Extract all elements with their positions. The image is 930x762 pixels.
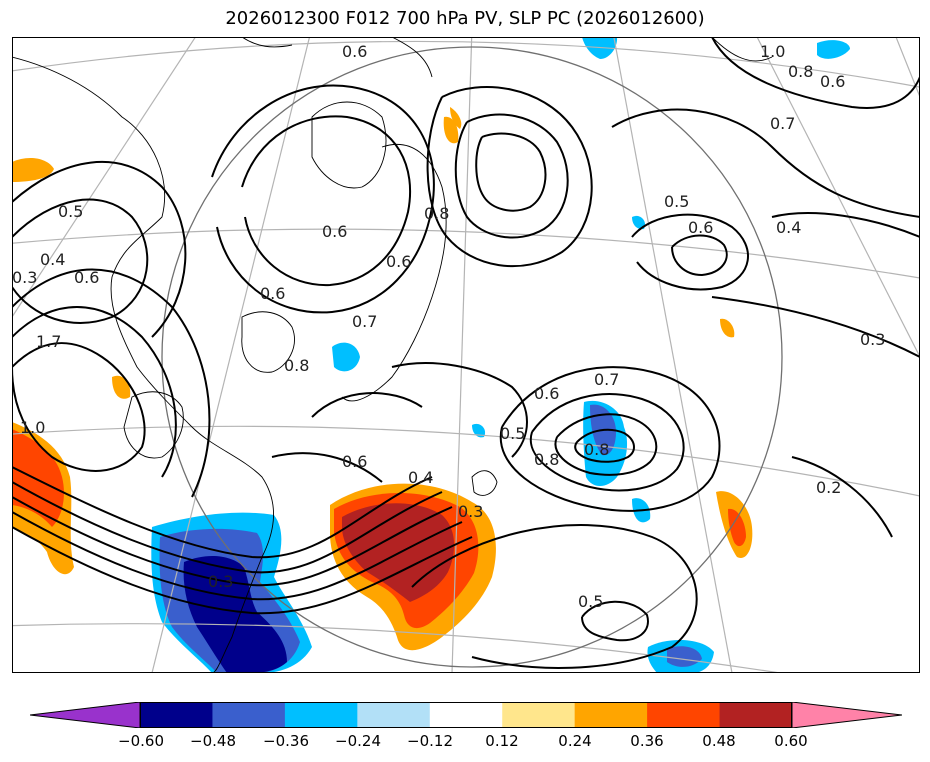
colorbar-cell xyxy=(719,702,793,728)
contour-label: 0.3 xyxy=(208,572,233,591)
contour-label: 0.6 xyxy=(74,268,99,287)
contour-label: 0.6 xyxy=(386,252,411,271)
contour-label: 0.4 xyxy=(408,468,433,487)
negative-anomaly-small xyxy=(472,423,486,438)
colorbar-graphic xyxy=(29,701,903,729)
map-panel: 0.6 1.0 0.8 0.6 0.7 0.5 0.6 0.4 0.3 0.2 … xyxy=(12,37,920,673)
contour-label: 0.4 xyxy=(40,250,65,269)
colorbar-tick: 0.48 xyxy=(702,732,736,750)
colorbar-tick: 0.12 xyxy=(485,732,519,750)
positive-anomaly-small xyxy=(720,318,735,338)
colorbar-cell xyxy=(429,702,503,728)
colorbar-tick: −0.12 xyxy=(407,732,453,750)
contour-label: 0.6 xyxy=(820,72,845,91)
contour-label: 0.6 xyxy=(260,284,285,303)
colorbar-ticks: −0.60 −0.48 −0.36 −0.24 −0.12 0.12 0.24 … xyxy=(0,732,930,756)
negative-anomaly-small xyxy=(332,342,360,372)
slp-contours xyxy=(12,37,920,669)
contour-label: 0.3 xyxy=(860,330,885,349)
contour-label: 0.5 xyxy=(664,192,689,211)
colorbar-tick: −0.36 xyxy=(263,732,309,750)
colorbar-extend-low xyxy=(29,701,141,729)
positive-anomaly-small-core xyxy=(728,508,746,547)
contour-label: 0.8 xyxy=(534,450,559,469)
colorbar-tick: −0.48 xyxy=(190,732,236,750)
contour-label: 0.6 xyxy=(342,452,367,471)
contour-label: 0.4 xyxy=(776,218,801,237)
contour-label: 0.7 xyxy=(594,370,619,389)
contour-label: 0.7 xyxy=(352,312,377,331)
contour-label: 0.5 xyxy=(578,592,603,611)
colorbar-cell xyxy=(574,702,648,728)
negative-anomaly-small xyxy=(817,40,850,59)
colorbar-tick: 0.24 xyxy=(558,732,592,750)
negative-anomaly-core xyxy=(183,555,287,673)
reference-circle xyxy=(161,46,783,668)
contour-label: 0.2 xyxy=(816,478,841,497)
contour-label: 0.8 xyxy=(584,440,609,459)
map-frame xyxy=(12,37,920,673)
positive-anomaly-small xyxy=(12,157,54,182)
colorbar-extend-high xyxy=(791,701,903,729)
contour-label: 0.5 xyxy=(58,202,83,221)
contour-label: 0.3 xyxy=(12,268,37,287)
colorbar-cell xyxy=(140,702,213,728)
colorbar xyxy=(29,701,903,729)
positive-anomaly-small xyxy=(450,107,462,129)
map-title: 2026012300 F012 700 hPa PV, SLP PC (2026… xyxy=(225,8,705,29)
contour-label: 0.6 xyxy=(342,42,367,61)
contour-labels: 0.6 1.0 0.8 0.6 0.7 0.5 0.6 0.4 0.3 0.2 … xyxy=(12,42,885,611)
contour-label: 0.7 xyxy=(770,114,795,133)
colorbar-frame xyxy=(140,702,792,728)
contour-label: 0.8 xyxy=(788,62,813,81)
colorbar-cell xyxy=(647,702,721,728)
colorbar-tick: −0.24 xyxy=(335,732,381,750)
colorbar-cell xyxy=(357,702,431,728)
colorbar-tick: −0.60 xyxy=(118,732,164,750)
negative-anomaly-small-core xyxy=(667,646,702,667)
colorbar-tick: 0.60 xyxy=(774,732,808,750)
contour-label: 0.6 xyxy=(534,384,559,403)
contour-label: 0.8 xyxy=(284,356,309,375)
contour-label: 0.5 xyxy=(500,424,525,443)
contour-label: 1.0 xyxy=(760,42,785,61)
colorbar-tick: 0.36 xyxy=(630,732,664,750)
contour-label: 0.8 xyxy=(424,204,449,223)
coastlines xyxy=(12,37,773,673)
colorbar-cell xyxy=(284,702,358,728)
contour-label: 0.6 xyxy=(322,222,347,241)
contour-label: 1.0 xyxy=(20,418,45,437)
colorbar-cell xyxy=(502,702,576,728)
colorbar-cell xyxy=(212,702,286,728)
contour-label: 1.7 xyxy=(36,332,61,351)
contour-label: 0.6 xyxy=(688,218,713,237)
negative-anomaly-small xyxy=(632,215,646,230)
positive-anomaly-small xyxy=(112,375,131,399)
contour-label: 0.3 xyxy=(458,502,483,521)
pv-slp-map: 0.6 1.0 0.8 0.6 0.7 0.5 0.6 0.4 0.3 0.2 … xyxy=(12,37,920,673)
